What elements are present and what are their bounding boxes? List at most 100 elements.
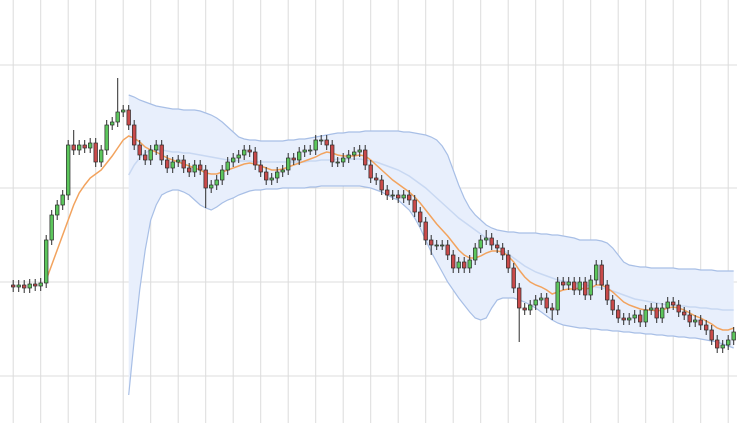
candle-body xyxy=(44,239,49,284)
candle-body xyxy=(225,161,230,171)
candle-body xyxy=(198,164,203,171)
candle-body xyxy=(324,139,329,146)
candle-body xyxy=(121,109,126,113)
candle-body xyxy=(473,247,478,261)
candle-body xyxy=(478,239,483,249)
candle-body xyxy=(720,344,725,349)
candle-body xyxy=(368,164,373,179)
candle-body xyxy=(698,319,703,326)
candle-body xyxy=(60,194,65,206)
candle-body xyxy=(654,307,659,319)
candle-body xyxy=(374,177,379,181)
candle-body xyxy=(352,151,357,156)
candle-body xyxy=(143,154,148,161)
candle-body xyxy=(671,301,676,306)
candle-body xyxy=(506,254,511,269)
candle-body xyxy=(220,169,225,181)
candle-body xyxy=(731,331,736,341)
candle-body xyxy=(297,151,302,161)
candle-body xyxy=(407,194,412,201)
candle-body xyxy=(170,161,175,169)
candle-body xyxy=(253,151,258,166)
candle-body xyxy=(451,254,456,269)
candle-body xyxy=(500,247,505,256)
candle-body xyxy=(687,314,692,323)
candle-body xyxy=(566,281,571,286)
candle-body xyxy=(66,144,71,196)
candle-body xyxy=(693,319,698,323)
candle-body xyxy=(275,171,280,179)
candle-body xyxy=(82,144,87,149)
candle-body xyxy=(115,111,120,123)
candle-body xyxy=(517,287,522,309)
candle-body xyxy=(16,284,21,288)
candle-body xyxy=(55,204,60,216)
candle-body xyxy=(159,144,164,161)
candle-body xyxy=(544,297,549,309)
candle-body xyxy=(269,177,274,181)
candle-body xyxy=(599,264,604,286)
candle-body xyxy=(148,149,153,161)
candle-body xyxy=(649,307,654,311)
candle-body xyxy=(676,304,681,313)
candle-body xyxy=(440,244,445,247)
candle-body xyxy=(418,211,423,223)
candle-body xyxy=(627,317,632,321)
candle-body xyxy=(682,311,687,316)
candle-body xyxy=(605,284,610,301)
candle-body xyxy=(495,244,500,249)
candle-body xyxy=(308,149,313,152)
candle-body xyxy=(726,339,731,346)
candle-body xyxy=(561,281,566,286)
candle-body xyxy=(643,309,648,323)
candle-body xyxy=(280,169,285,173)
candle-body xyxy=(528,304,533,311)
candle-body xyxy=(462,261,467,269)
candle-body xyxy=(203,169,208,189)
candle-body xyxy=(396,194,401,199)
candle-body xyxy=(456,261,461,269)
candle-body xyxy=(71,144,76,151)
candle-body xyxy=(572,281,577,291)
candle-body xyxy=(522,307,527,311)
candle-body xyxy=(588,279,593,296)
candle-body xyxy=(363,149,368,166)
candle-body xyxy=(550,307,555,311)
candle-body xyxy=(126,109,131,126)
candle-body xyxy=(335,161,340,164)
candle-body xyxy=(489,237,494,246)
candle-body xyxy=(385,189,390,196)
candle-body xyxy=(93,142,98,163)
candle-body xyxy=(77,144,82,151)
candle-body xyxy=(181,159,186,169)
candle-body xyxy=(357,149,362,153)
candle-body xyxy=(154,144,159,151)
candle-body xyxy=(467,259,472,269)
candle-body xyxy=(247,149,252,153)
candle-body xyxy=(434,244,439,247)
candle-body xyxy=(236,154,241,159)
candle-body xyxy=(715,339,720,349)
candle-body xyxy=(242,149,247,156)
candle-body xyxy=(412,199,417,213)
candle-body xyxy=(423,221,428,241)
candle-body xyxy=(176,159,181,163)
candle-body xyxy=(665,301,670,309)
candle-body xyxy=(445,244,450,256)
candle-body xyxy=(99,149,104,163)
candle-body xyxy=(341,157,346,163)
candle-body xyxy=(132,124,137,146)
candle-body xyxy=(214,179,219,186)
candle-body xyxy=(346,154,351,159)
candle-body xyxy=(533,299,538,306)
candle-body xyxy=(401,194,406,199)
candle-body xyxy=(330,144,335,163)
candle-body xyxy=(660,307,665,319)
candle-body xyxy=(632,314,637,319)
candle-body xyxy=(258,164,263,173)
candle-body xyxy=(704,324,709,331)
candle-body xyxy=(616,309,621,319)
candle-body xyxy=(594,264,599,281)
candle-body xyxy=(286,157,291,171)
